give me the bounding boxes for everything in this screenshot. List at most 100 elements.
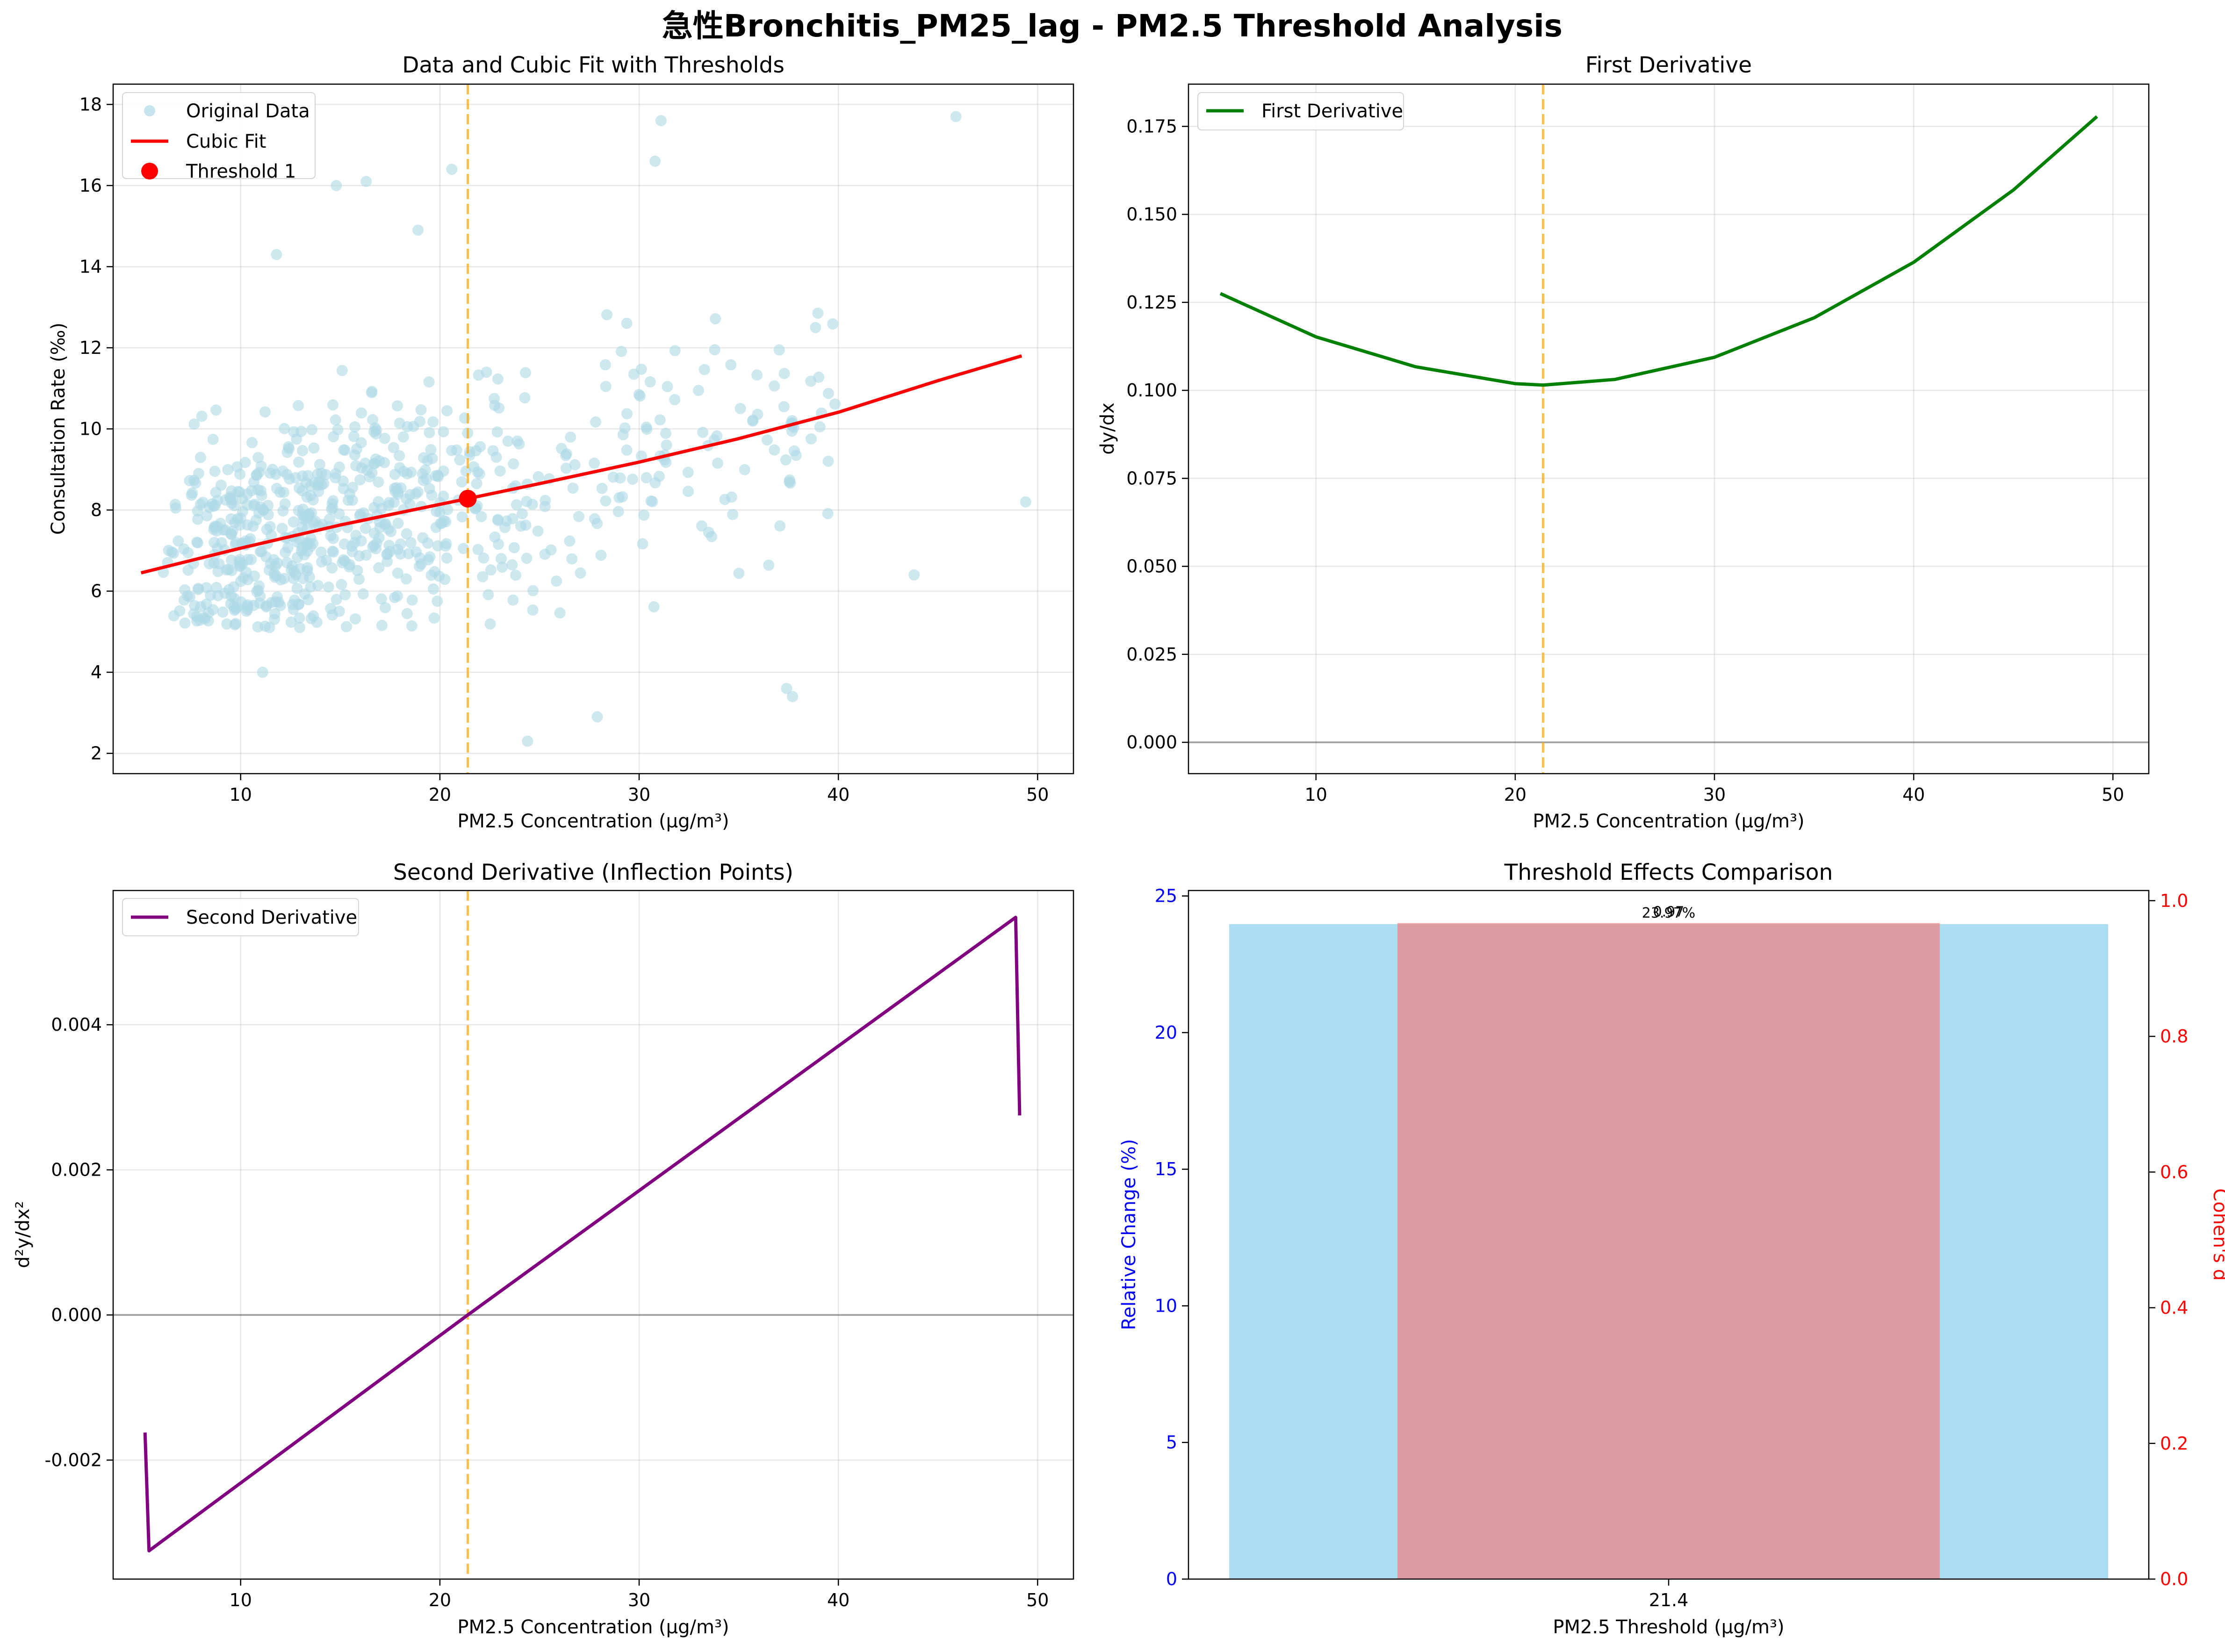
data-point bbox=[306, 424, 318, 436]
data-point bbox=[325, 530, 337, 542]
data-point bbox=[294, 612, 305, 624]
data-point bbox=[168, 610, 180, 622]
plot-frame bbox=[1188, 83, 2150, 775]
data-point bbox=[733, 567, 745, 579]
axis-ticks: 10 20 30 40 50 -0.002 0.000 0.002 0.004 bbox=[45, 1014, 1049, 1610]
y-tick-label: 0.050 bbox=[1126, 556, 1177, 577]
data-point bbox=[370, 424, 382, 436]
data-point bbox=[424, 427, 435, 438]
data-point bbox=[373, 496, 384, 508]
data-point bbox=[423, 376, 435, 388]
x-tick-label: 50 bbox=[1026, 784, 1049, 805]
legend-box bbox=[122, 898, 359, 936]
data-point bbox=[575, 567, 586, 579]
data-point bbox=[336, 579, 347, 590]
data-point bbox=[784, 474, 795, 486]
y-tick-label: 0.004 bbox=[51, 1014, 102, 1035]
data-point bbox=[388, 442, 399, 453]
data-point bbox=[394, 450, 405, 461]
data-point bbox=[564, 535, 576, 547]
data-point bbox=[621, 317, 633, 329]
legend-box bbox=[1197, 92, 1404, 130]
data-point bbox=[353, 550, 365, 562]
data-point bbox=[617, 491, 628, 503]
data-point bbox=[739, 464, 750, 475]
grid bbox=[113, 84, 1073, 774]
x-tick-label: 50 bbox=[2102, 784, 2124, 805]
data-point bbox=[436, 517, 447, 529]
data-point bbox=[194, 614, 206, 626]
data-point bbox=[251, 586, 263, 597]
data-point bbox=[316, 556, 327, 567]
y-tick-label: 0.000 bbox=[1126, 732, 1177, 753]
threshold-point bbox=[459, 489, 477, 508]
y-tick-label-left: 0 bbox=[1166, 1569, 1177, 1589]
data-point bbox=[711, 430, 723, 442]
data-point bbox=[330, 468, 341, 480]
data-point bbox=[485, 564, 497, 576]
data-point bbox=[257, 667, 268, 678]
data-point bbox=[354, 510, 366, 522]
data-point bbox=[192, 537, 203, 549]
legend-label-cubic-fit: Cubic Fit bbox=[186, 131, 266, 152]
data-point bbox=[406, 594, 418, 606]
data-point bbox=[427, 583, 439, 595]
data-point bbox=[788, 445, 800, 457]
data-point bbox=[747, 414, 759, 426]
y-tick-label-left: 25 bbox=[1155, 886, 1177, 906]
data-point bbox=[473, 369, 484, 381]
data-point bbox=[276, 523, 288, 534]
data-point bbox=[600, 381, 612, 392]
data-point bbox=[427, 416, 439, 428]
data-point bbox=[348, 431, 360, 442]
data-point bbox=[221, 618, 233, 630]
data-point bbox=[492, 373, 504, 385]
y-tick-label: 0.025 bbox=[1126, 644, 1177, 665]
data-point bbox=[627, 474, 638, 485]
data-point bbox=[326, 498, 338, 510]
data-point bbox=[272, 557, 283, 569]
data-point bbox=[217, 606, 229, 618]
data-point bbox=[487, 445, 499, 457]
data-point bbox=[709, 344, 720, 356]
data-point bbox=[379, 457, 390, 468]
data-point bbox=[601, 309, 613, 321]
chart-marks bbox=[140, 84, 1031, 774]
data-point bbox=[589, 457, 600, 469]
data-point bbox=[638, 510, 650, 521]
data-point bbox=[438, 426, 449, 438]
data-point bbox=[360, 523, 371, 534]
data-point bbox=[279, 498, 291, 510]
data-point bbox=[589, 513, 600, 525]
y-tick-label: 18 bbox=[79, 94, 102, 115]
data-point bbox=[188, 418, 200, 430]
data-point bbox=[373, 476, 384, 488]
data-point bbox=[787, 691, 799, 703]
data-point bbox=[392, 567, 403, 579]
data-point bbox=[551, 575, 562, 587]
y-tick-label-right: 0.4 bbox=[2160, 1298, 2188, 1318]
data-point bbox=[178, 543, 190, 555]
data-point bbox=[197, 496, 209, 508]
legend-label-threshold: Threshold 1 bbox=[186, 161, 296, 182]
data-point bbox=[404, 498, 416, 510]
data-point bbox=[644, 376, 656, 388]
data-point bbox=[697, 426, 709, 438]
data-point bbox=[727, 509, 739, 520]
y-tick-label: 0.000 bbox=[51, 1305, 102, 1325]
second-derivative-line bbox=[143, 915, 1022, 1552]
data-point bbox=[285, 617, 297, 628]
data-point bbox=[308, 610, 319, 622]
legend: First Derivative bbox=[1197, 92, 1404, 130]
data-point bbox=[725, 359, 737, 371]
data-point bbox=[207, 604, 219, 616]
data-point bbox=[607, 471, 619, 483]
data-point bbox=[635, 450, 647, 462]
legend-label-first-derivative: First Derivative bbox=[1261, 101, 1403, 122]
data-point bbox=[475, 441, 486, 453]
data-point bbox=[240, 605, 252, 617]
x-tick-label: 50 bbox=[1026, 1590, 1049, 1610]
data-point bbox=[299, 588, 310, 600]
data-point bbox=[813, 372, 825, 383]
